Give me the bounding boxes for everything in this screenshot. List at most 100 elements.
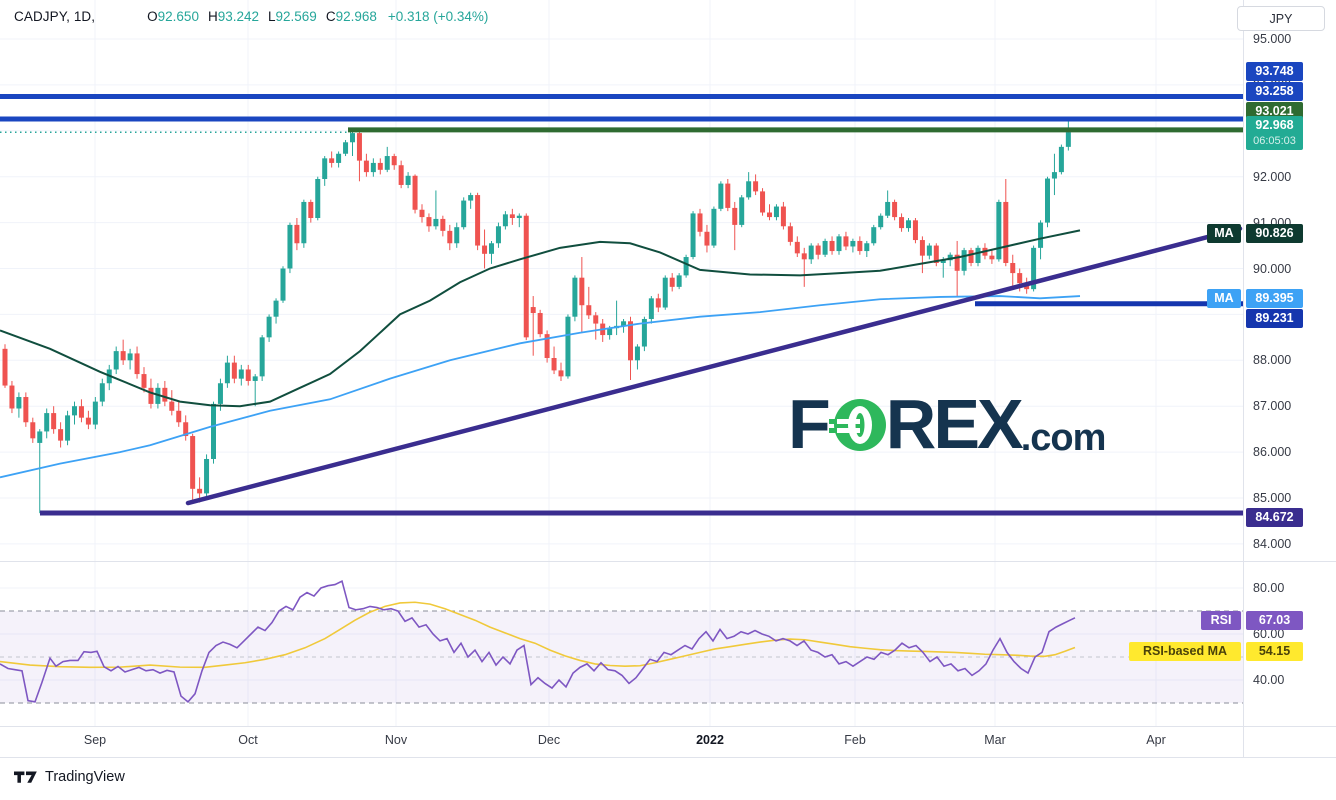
candle-body xyxy=(940,260,946,263)
candle xyxy=(843,231,849,251)
pane-separator[interactable] xyxy=(0,561,1336,562)
candle xyxy=(801,247,807,287)
candle-body xyxy=(294,224,300,244)
candle xyxy=(405,172,411,189)
candle xyxy=(315,176,321,221)
candle xyxy=(9,380,15,414)
candle xyxy=(760,188,766,216)
ohlc-key: L xyxy=(268,9,276,24)
candle xyxy=(906,218,911,232)
candle-body xyxy=(2,348,8,386)
candle xyxy=(287,222,293,274)
candle-body xyxy=(454,227,460,244)
candle-body xyxy=(780,206,786,227)
candle-body xyxy=(419,209,425,218)
candle-body xyxy=(690,213,696,258)
candle xyxy=(794,236,800,258)
symbol-legend[interactable]: CADJPY, 1D, O92.650 H93.242 L92.569 C92.968… xyxy=(14,9,488,24)
candle-body xyxy=(99,383,105,402)
candle xyxy=(614,300,620,336)
rsi-axis-label: 60.00 xyxy=(1253,627,1285,641)
candle xyxy=(537,309,543,338)
candle-body xyxy=(579,277,585,306)
watermark-dotcom: .com xyxy=(1020,417,1107,459)
candle xyxy=(878,213,884,230)
candle xyxy=(72,401,77,425)
candle xyxy=(634,344,640,370)
candle-body xyxy=(753,181,759,192)
candle xyxy=(58,422,64,448)
ascending-trendline xyxy=(185,226,1243,506)
candle xyxy=(544,330,550,363)
candle-body xyxy=(996,201,1002,260)
candle xyxy=(502,211,508,230)
candle xyxy=(440,215,446,237)
ohlc-C: C92.968 xyxy=(326,9,377,24)
candle xyxy=(718,181,724,212)
price-axis-label: 87.000 xyxy=(1253,399,1292,414)
candle xyxy=(579,257,585,333)
candle-body xyxy=(899,217,905,229)
candle-body xyxy=(919,240,925,256)
candle-body xyxy=(1038,222,1044,248)
candle-body xyxy=(502,214,508,227)
candle-body xyxy=(683,257,689,276)
candle xyxy=(141,367,147,393)
bottom-separator xyxy=(0,757,1336,758)
candle xyxy=(572,275,578,322)
candle xyxy=(822,238,828,258)
rsi-line xyxy=(0,579,1076,703)
candle-body xyxy=(628,321,633,361)
candle-body xyxy=(634,346,640,361)
time-axis-label-Apr: Apr xyxy=(1146,733,1166,747)
candle xyxy=(815,243,821,260)
tradingview-logo[interactable]: TradingView xyxy=(14,769,125,785)
candle-body xyxy=(495,226,501,244)
time-axis-label-Mar: Mar xyxy=(984,733,1006,747)
axis-badge-b93021: 93.021 xyxy=(1246,101,1303,121)
candle-body xyxy=(1051,172,1057,179)
candle xyxy=(558,362,564,381)
candle-body xyxy=(148,387,154,404)
candle-body xyxy=(836,236,842,252)
candle-body xyxy=(44,413,50,432)
axis-badge-prefix-bma1: MA xyxy=(1207,223,1241,243)
price-axis-label: 92.000 xyxy=(1253,169,1292,184)
candle xyxy=(44,408,50,439)
candle-body xyxy=(412,175,418,210)
candle-body xyxy=(815,245,821,255)
time-axis-label-Nov: Nov xyxy=(384,733,408,747)
axis-badge-prefix-brsi: RSI xyxy=(1201,610,1241,630)
candle-body xyxy=(405,175,411,185)
candle xyxy=(933,243,939,267)
axis-badge-prefix-brsima: RSI-based MA xyxy=(1129,641,1241,661)
candle xyxy=(99,378,105,407)
candle-body xyxy=(509,214,515,219)
candle xyxy=(648,296,654,324)
rsi-axis-label: 80.00 xyxy=(1253,581,1285,595)
candle-body xyxy=(72,406,77,416)
candle-body xyxy=(134,353,140,375)
candle-body xyxy=(350,133,355,143)
candle xyxy=(51,406,57,434)
currency-unit-button[interactable]: JPY xyxy=(1237,6,1325,31)
ohlc-H: H93.242 xyxy=(208,9,259,24)
chart-canvas[interactable] xyxy=(0,0,1243,757)
ohlc-key: H xyxy=(207,9,218,24)
candle xyxy=(23,392,29,427)
price-change: +0.318 (+0.34%) xyxy=(387,9,489,24)
candle xyxy=(350,129,355,157)
candle xyxy=(120,339,126,365)
symbol-title: CADJPY, 1D, xyxy=(14,9,96,24)
last-price-badge: 92.968 06:05:03 xyxy=(1246,116,1303,150)
price-axis-label: 95.000 xyxy=(1253,32,1292,46)
axis-badge-bma2: 89.395 xyxy=(1246,288,1303,308)
candle xyxy=(384,146,390,173)
candle xyxy=(697,208,703,237)
candle-body xyxy=(398,165,404,185)
candle xyxy=(892,199,898,221)
candle-body xyxy=(9,385,15,409)
candle-body xyxy=(37,431,43,443)
candle-body xyxy=(475,195,481,246)
candle-body xyxy=(447,230,453,244)
